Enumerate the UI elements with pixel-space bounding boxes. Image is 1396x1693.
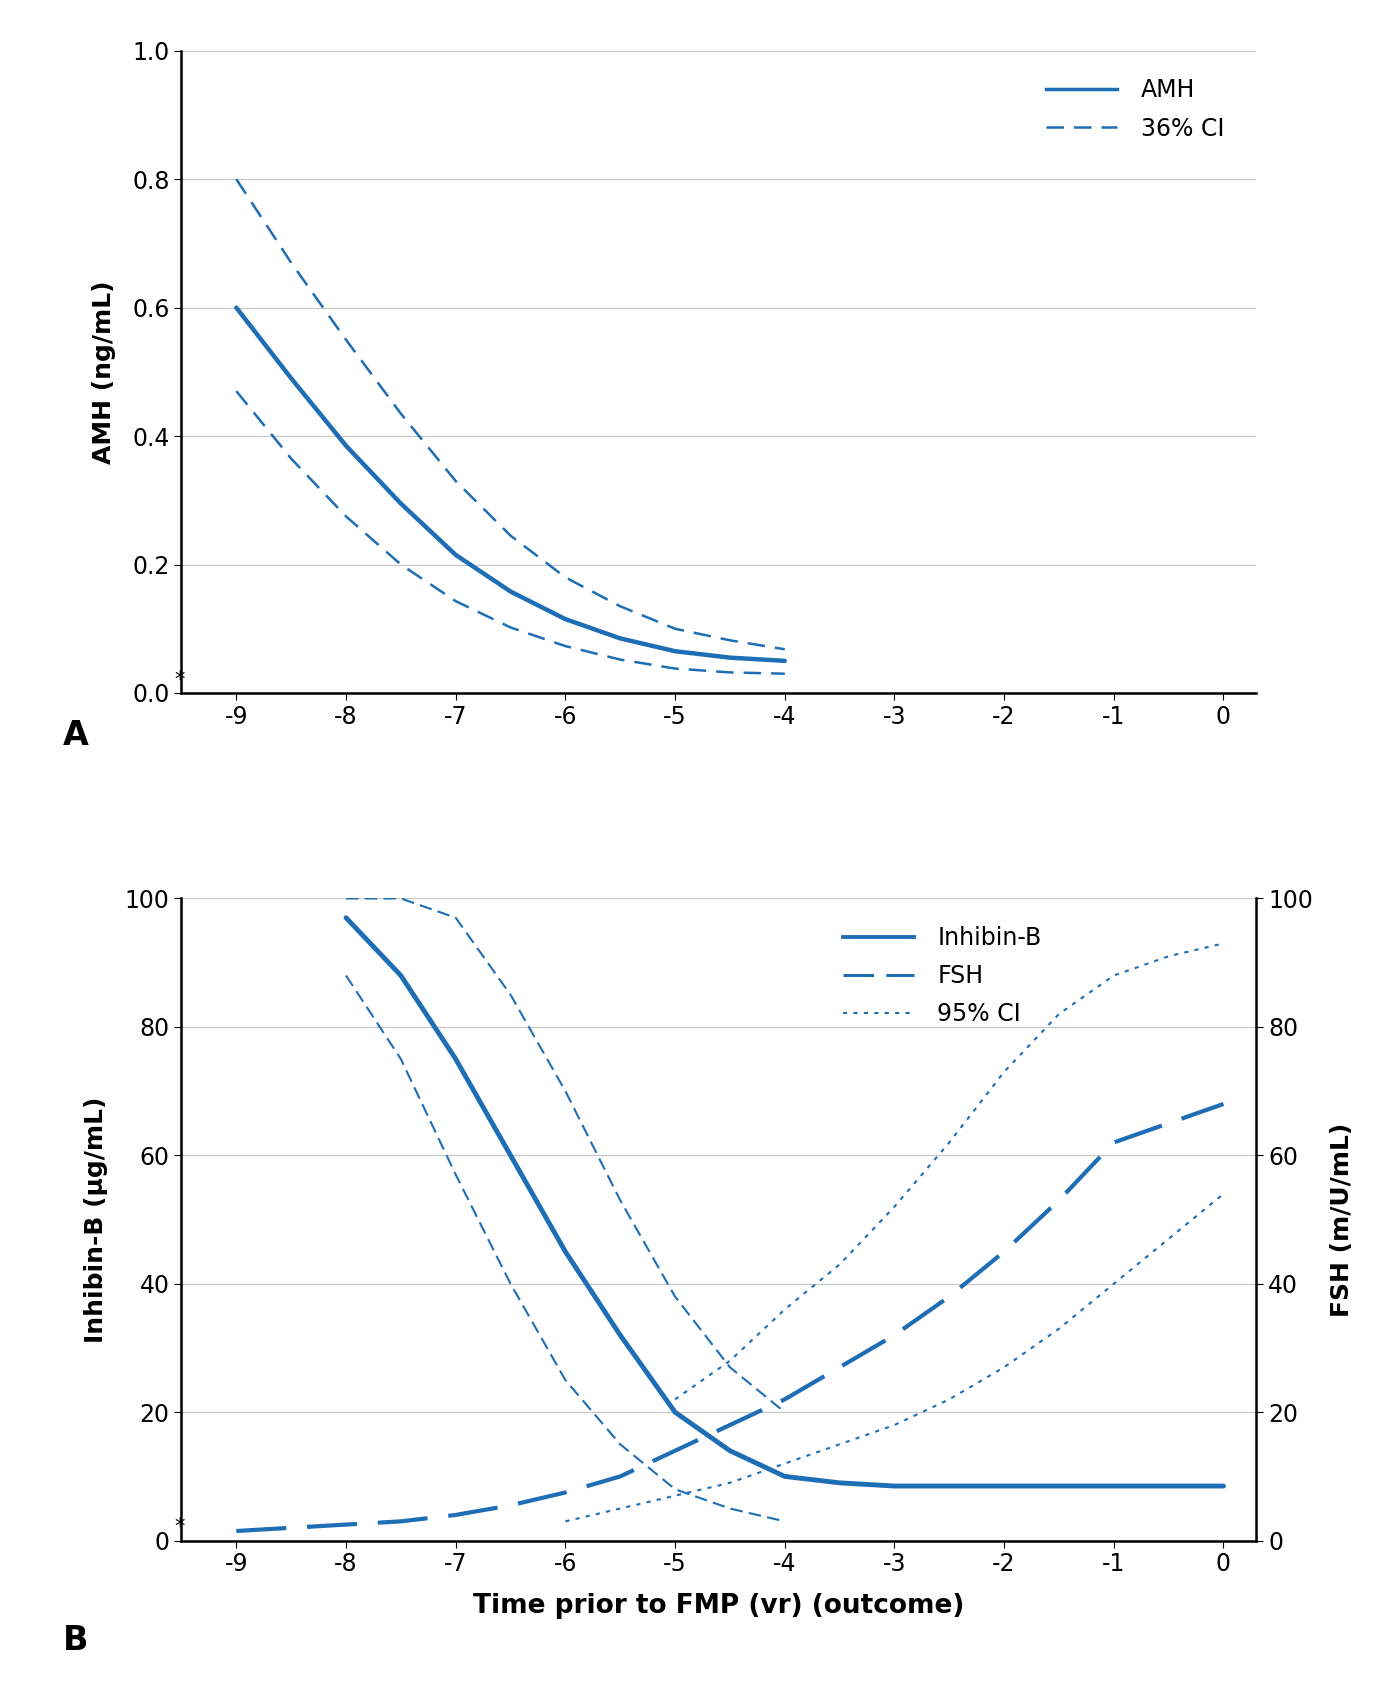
Legend: Inhibin-B, FSH, 95% CI: Inhibin-B, FSH, 95% CI bbox=[833, 916, 1051, 1036]
Y-axis label: AMH (ng/mL): AMH (ng/mL) bbox=[92, 279, 116, 464]
Y-axis label: FSH (m/U/mL): FSH (m/U/mL) bbox=[1330, 1122, 1354, 1317]
Text: *: * bbox=[174, 1517, 184, 1537]
Text: B: B bbox=[63, 1624, 89, 1657]
Legend: AMH, 36% CI: AMH, 36% CI bbox=[1037, 69, 1234, 151]
Y-axis label: Inhibin-B (µg/mL): Inhibin-B (µg/mL) bbox=[84, 1097, 107, 1343]
Text: *: * bbox=[174, 670, 184, 689]
X-axis label: Time prior to FMP (vr) (outcome): Time prior to FMP (vr) (outcome) bbox=[473, 1593, 965, 1619]
Text: A: A bbox=[63, 718, 89, 752]
